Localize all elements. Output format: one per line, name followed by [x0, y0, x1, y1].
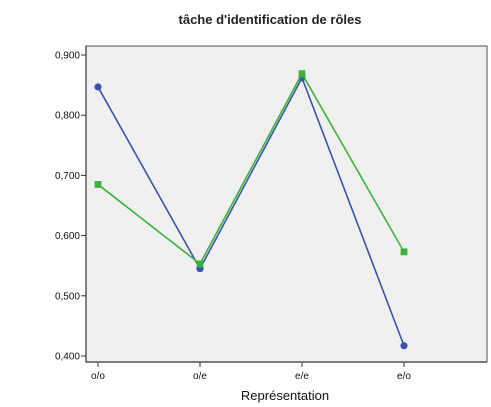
series-2 — [94, 70, 408, 268]
y-axis: 0,400 0,500 0,600 0,700 0,800 0,900 — [55, 46, 87, 362]
data-point — [196, 260, 204, 268]
x-tick-label: o/o — [91, 371, 105, 382]
y-tick-label: 0,800 — [55, 111, 80, 122]
data-point — [400, 248, 408, 256]
x-axis: o/o o/e e/e e/o — [86, 361, 487, 382]
series-line — [97, 72, 405, 266]
x-tick-label: e/o — [397, 371, 411, 382]
plot-area — [85, 45, 488, 363]
series-line — [97, 75, 405, 347]
data-point — [298, 70, 306, 78]
data-point — [400, 342, 408, 350]
data-point — [94, 181, 102, 188]
x-tick-label: e/e — [295, 371, 309, 382]
x-axis-title: Représentation — [241, 388, 329, 403]
x-tick-label: o/e — [193, 371, 207, 382]
series-1 — [94, 74, 408, 350]
y-tick-label: 0,900 — [55, 51, 80, 62]
y-tick-label: 0,400 — [55, 351, 80, 362]
y-tick-label: 0,700 — [55, 171, 80, 182]
y-tick-label: 0,600 — [55, 231, 80, 242]
series-layer — [94, 70, 408, 350]
data-point — [94, 83, 102, 91]
chart-title: tâche d'identification de rôles — [179, 12, 362, 27]
y-tick-label: 0,500 — [55, 291, 80, 302]
